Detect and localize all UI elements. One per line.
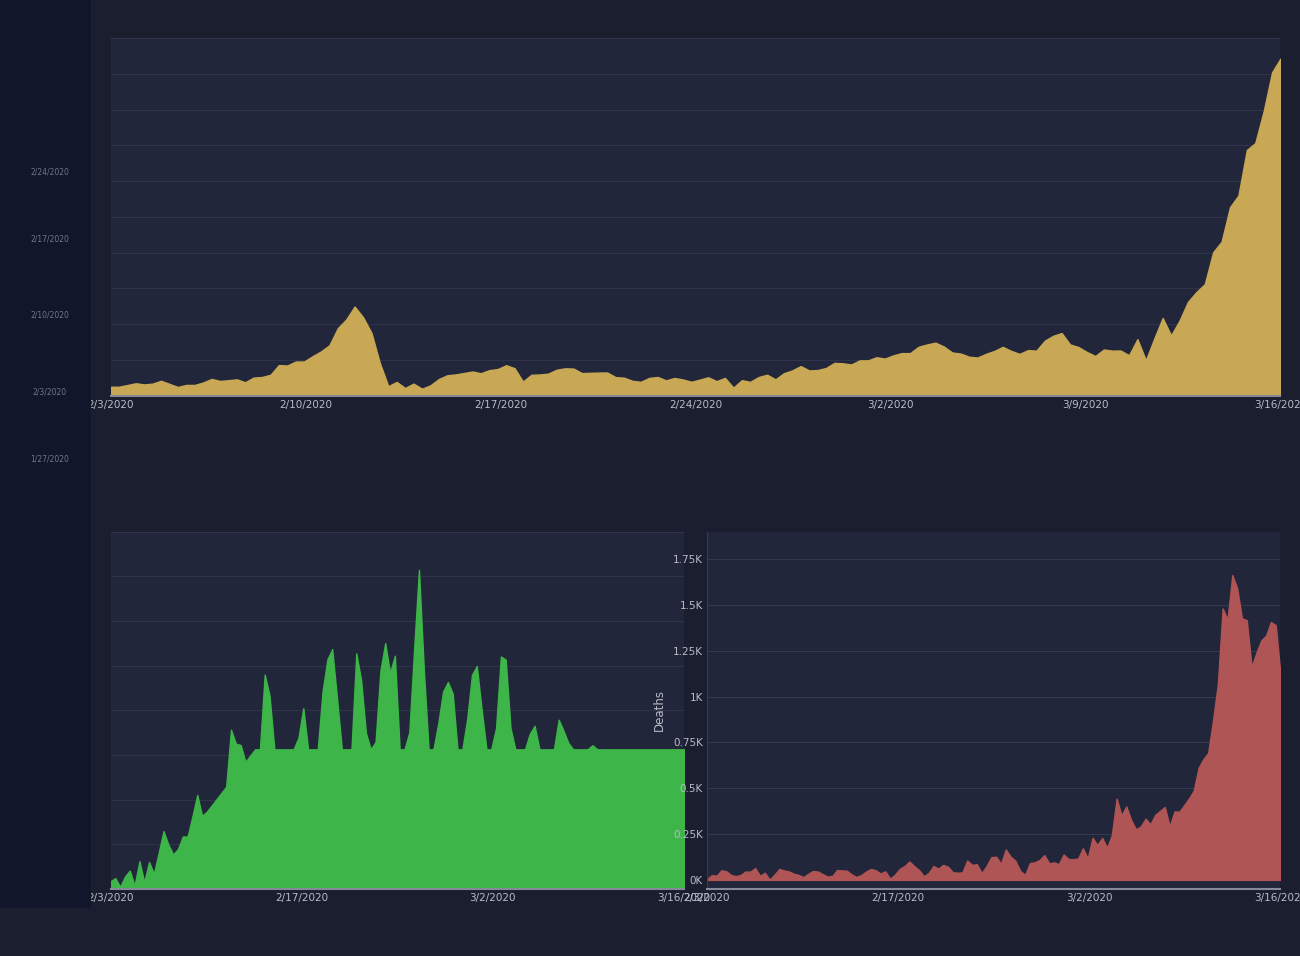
Text: 2/3/2020: 2/3/2020: [32, 387, 68, 397]
Text: 1/27/2020: 1/27/2020: [31, 454, 69, 464]
Text: 2/24/2020: 2/24/2020: [31, 167, 69, 177]
Y-axis label: Deaths: Deaths: [653, 689, 666, 731]
Text: 2/17/2020: 2/17/2020: [31, 234, 69, 244]
Text: 2/10/2020: 2/10/2020: [31, 311, 69, 320]
